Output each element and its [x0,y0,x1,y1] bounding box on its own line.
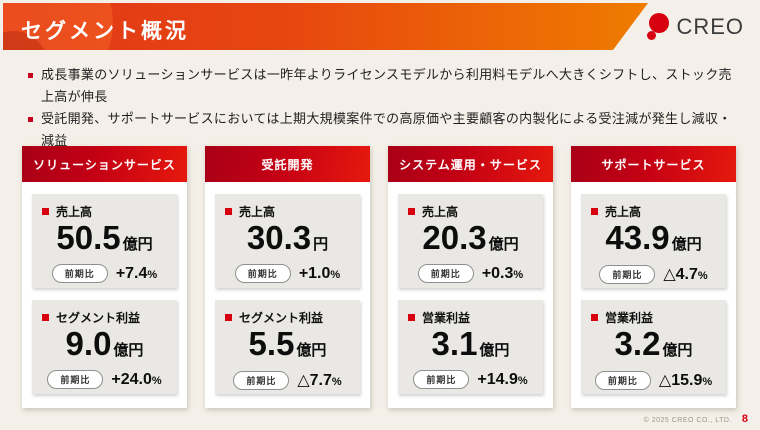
segment-card-solution-service: ソリューションサービス 売上高 50.5 億円 前期比 +7.4% セグメント利益 … [22,146,187,408]
slide-footer: © 2025 CREO CO., LTD. 8 [644,413,748,425]
metric-box-profit: 営業利益 3.2 億円 前期比 △15.9% [581,300,726,394]
metric-box-profit: セグメント利益 9.0 億円 前期比 +24.0% [32,300,177,394]
metric-box-sales: 売上高 50.5 億円 前期比 +7.4% [32,194,177,288]
segment-name: システム運用・サービス [399,157,542,172]
comparison-pill: 前期比 [417,264,474,283]
bullet-square-icon [28,117,33,122]
metric-unit: 億円 [671,236,702,253]
summary-bullets: 成長事業のソリューションサービスは一昨年よりライセンスモデルから利用料モデルへ大… [28,64,740,152]
metric-square-icon [408,208,415,215]
segment-card-support-service: サポートサービス 売上高 43.9 億円 前期比 △4.7% 営業利益 3.2 億円 … [571,146,736,408]
segment-name: 受託開発 [261,157,314,172]
metric-change: +1.0 [298,264,331,282]
title-banner: セグメント概況 [3,3,648,50]
segment-card-header: 受託開発 [205,146,370,182]
metric-label: 営業利益 [605,311,654,325]
metric-change-percent: % [513,268,524,281]
summary-bullet-2-text: 受託開発、サポートサービスにおいては上期大規模案件での高原価や主要顧客の内製化に… [41,111,732,148]
metric-box-profit: セグメント利益 5.5 億円 前期比 △7.7% [215,300,360,394]
metric-label: 売上高 [239,205,276,219]
metric-square-icon [591,314,598,321]
metric-square-icon [42,314,49,321]
metric-change: △7.7 [297,372,332,389]
metric-unit: 億円 [296,342,327,359]
metric-change-percent: % [151,374,162,387]
metric-value: 30.3 [246,219,312,256]
page-number: 8 [741,413,748,425]
segment-cards: ソリューションサービス 売上高 50.5 億円 前期比 +7.4% セグメント利益 … [22,146,736,408]
metric-box-profit: 営業利益 3.1 億円 前期比 +14.9% [398,300,543,394]
metric-label: 売上高 [422,205,459,219]
metric-unit: 億円 [122,236,153,253]
copyright-text: © 2025 CREO CO., LTD. [643,417,732,424]
metric-change: △15.9 [658,372,703,389]
segment-name: サポートサービス [601,157,706,172]
metric-value: 3.2 [614,325,661,362]
metric-label: 営業利益 [422,311,471,325]
metric-label: 売上高 [605,205,642,219]
metric-unit: 億円 [488,236,519,253]
segment-card-system-operation-service: システム運用・サービス 売上高 20.3 億円 前期比 +0.3% 営業利益 3.1… [388,146,553,408]
metric-square-icon [408,314,415,321]
metric-change-percent: % [697,270,708,282]
summary-bullet-1: 成長事業のソリューションサービスは一昨年よりライセンスモデルから利用料モデルへ大… [28,64,740,108]
comparison-pill: 前期比 [51,264,108,283]
metric-change: +14.9 [477,370,518,388]
metric-value: 3.1 [431,325,478,362]
metric-label: セグメント利益 [239,311,324,325]
creo-logo: CREO [646,12,744,42]
segment-card-header: ソリューションサービス [22,146,187,182]
metric-change: △4.7 [663,266,698,283]
bullet-square-icon [28,73,33,78]
comparison-pill: 前期比 [47,370,104,389]
comparison-pill: 前期比 [413,370,470,389]
comparison-pill: 前期比 [234,264,291,283]
metric-value: 9.0 [65,325,112,362]
metric-value: 5.5 [248,325,295,362]
metric-value: 20.3 [422,219,487,256]
metric-box-sales: 売上高 30.3 円 前期比 +1.0% [215,194,360,288]
segment-card-contract-development: 受託開発 売上高 30.3 円 前期比 +1.0% セグメント利益 5.5 億円 前期… [205,146,370,408]
segment-name: ソリューションサービス [33,157,176,172]
metric-unit: 億円 [113,342,144,359]
comparison-pill: 前期比 [599,264,656,284]
metric-change-percent: % [330,268,341,281]
metric-change: +7.4 [115,264,148,282]
metric-change-percent: % [702,376,713,388]
metric-unit: 億円 [479,342,510,359]
summary-bullet-1-text: 成長事業のソリューションサービスは一昨年よりライセンスモデルから利用料モデルへ大… [41,67,732,104]
metric-value: 50.5 [56,219,121,256]
metric-box-sales: 売上高 43.9 億円 前期比 △4.7% [581,194,726,288]
metric-square-icon [225,314,232,321]
metric-label: セグメント利益 [56,311,141,325]
banner-circle-decoration [3,3,113,50]
summary-bullet-2: 受託開発、サポートサービスにおいては上期大規模案件での高原価や主要顧客の内製化に… [28,108,740,152]
metric-change-percent: % [147,268,158,281]
segment-card-header: サポートサービス [571,146,736,182]
metric-change-percent: % [331,376,342,388]
metric-change: +0.3 [481,264,514,282]
metric-change: +24.0 [111,370,152,388]
comparison-pill: 前期比 [233,370,290,390]
metric-value: 43.9 [605,219,670,256]
segment-card-header: システム運用・サービス [388,146,553,182]
metric-box-sales: 売上高 20.3 億円 前期比 +0.3% [398,194,543,288]
metric-unit: 億円 [662,342,693,359]
metric-unit: 円 [313,236,329,253]
comparison-pill: 前期比 [594,370,651,390]
metric-label: 売上高 [56,205,93,219]
metric-square-icon [225,208,232,215]
creo-logo-icon [646,12,672,42]
creo-logo-text: CREO [676,14,744,39]
metric-square-icon [42,208,49,215]
metric-square-icon [591,208,598,215]
page-title: セグメント概況 [21,20,189,43]
metric-change-percent: % [517,374,528,387]
